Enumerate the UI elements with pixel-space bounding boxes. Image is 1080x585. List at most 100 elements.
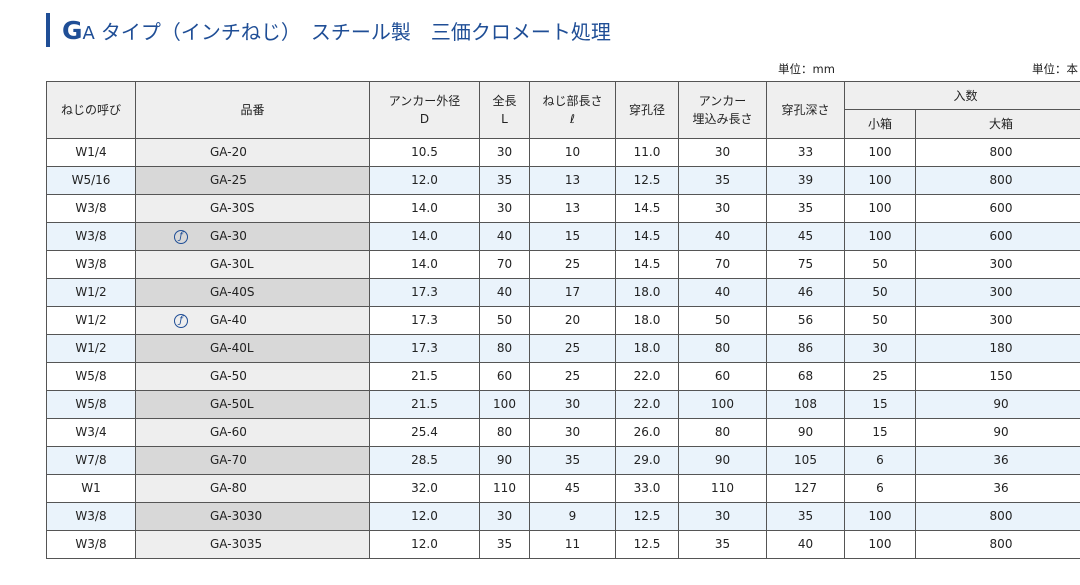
cell-drill-diameter: 22.0 — [615, 362, 679, 391]
cell-thread-length: 25 — [529, 250, 616, 279]
table-row: W5/8 GA-50 21.5 60 25 22.0 60 68 25 150 — [46, 362, 1080, 391]
cell-large-box: 800 — [914, 166, 1080, 195]
cell-embed-length: 100 — [678, 390, 767, 419]
header-quantity: 入数 — [843, 81, 1080, 110]
cell-thread: W3/4 — [46, 418, 136, 447]
cell-drill-depth: 35 — [766, 194, 845, 223]
cell-length: 35 — [479, 530, 530, 559]
table-row: W1/2 ƒ GA-40 17.3 50 20 18.0 50 56 50 300 — [46, 306, 1080, 335]
header-anchor-od: アンカー外径 D — [369, 81, 480, 139]
table-row: W1/2 GA-40S 17.3 40 17 18.0 40 46 50 300 — [46, 278, 1080, 307]
unit-mm-label: 単位：mm — [778, 62, 835, 76]
cell-drill-diameter: 26.0 — [615, 418, 679, 447]
part-number: GA-30S — [210, 201, 255, 215]
table-row: W3/8 GA-3030 12.0 30 9 12.5 30 35 100 800 — [46, 502, 1080, 531]
cell-embed-length: 80 — [678, 334, 767, 363]
cell-embed-length: 70 — [678, 250, 767, 279]
cell-embed-length: 50 — [678, 306, 767, 335]
cell-thread: W5/8 — [46, 390, 136, 419]
cell-length: 50 — [479, 306, 530, 335]
part-number: GA-60 — [210, 425, 247, 439]
cell-small-box: 15 — [844, 390, 916, 419]
spec-table: ねじの呼び 品番 アンカー外径 D 全長 L ねじ部長さ ℓ 穿孔径 アンカー 埋込み長… — [46, 81, 1080, 559]
cell-length: 35 — [479, 166, 530, 195]
cell-large-box: 36 — [914, 474, 1080, 503]
cell-drill-diameter: 29.0 — [615, 446, 679, 475]
cell-embed-length: 40 — [678, 222, 767, 251]
part-number: GA-20 — [210, 145, 247, 159]
cell-thread-length: 25 — [529, 334, 616, 363]
cell-thread: W3/8 — [46, 502, 136, 531]
cell-small-box: 100 — [844, 222, 916, 251]
cell-small-box: 15 — [844, 418, 916, 447]
cell-part: GA-20 — [135, 138, 370, 167]
cell-thread-length: 45 — [529, 474, 616, 503]
cell-thread-length: 17 — [529, 278, 616, 307]
cell-large-box: 600 — [914, 194, 1080, 223]
cell-drill-diameter: 14.5 — [615, 194, 679, 223]
cell-part: GA-30L — [135, 250, 370, 279]
table-row: W1 GA-80 32.0 110 45 33.0 110 127 6 36 — [46, 474, 1080, 503]
part-number: GA-40L — [210, 341, 254, 355]
table-row: W3/8 GA-30L 14.0 70 25 14.5 70 75 50 300 — [46, 250, 1080, 279]
cell-length: 60 — [479, 362, 530, 391]
cell-anchor-od: 14.0 — [369, 250, 480, 279]
table-row: W1/2 GA-40L 17.3 80 25 18.0 80 86 30 180 — [46, 334, 1080, 363]
cell-length: 90 — [479, 446, 530, 475]
cell-small-box: 30 — [844, 334, 916, 363]
cell-thread-length: 10 — [529, 138, 616, 167]
page-title: GA タイプ（インチねじ） スチール製 三価クロメート処理 — [62, 14, 611, 48]
cell-drill-depth: 35 — [766, 502, 845, 531]
part-number: GA-70 — [210, 453, 247, 467]
header-embed-length: アンカー 埋込み長さ — [678, 81, 767, 139]
cell-thread-length: 20 — [529, 306, 616, 335]
cell-drill-depth: 46 — [766, 278, 845, 307]
cell-embed-length: 30 — [678, 502, 767, 531]
cell-length: 70 — [479, 250, 530, 279]
table-row: W7/8 GA-70 28.5 90 35 29.0 90 105 6 36 — [46, 446, 1080, 475]
cell-embed-length: 30 — [678, 138, 767, 167]
cell-part: GA-30S — [135, 194, 370, 223]
cell-drill-depth: 108 — [766, 390, 845, 419]
cell-large-box: 150 — [914, 362, 1080, 391]
cell-anchor-od: 14.0 — [369, 194, 480, 223]
cell-small-box: 50 — [844, 250, 916, 279]
cell-large-box: 300 — [914, 306, 1080, 335]
cell-large-box: 800 — [914, 502, 1080, 531]
cell-thread: W1/4 — [46, 138, 136, 167]
cell-small-box: 100 — [844, 166, 916, 195]
table-row: W3/8 ƒ GA-30 14.0 40 15 14.5 40 45 100 600 — [46, 222, 1080, 251]
cell-drill-depth: 75 — [766, 250, 845, 279]
part-number: GA-50L — [210, 397, 254, 411]
cell-small-box: 6 — [844, 446, 916, 475]
cell-length: 40 — [479, 278, 530, 307]
cell-thread: W1/2 — [46, 278, 136, 307]
header-part: 品番 — [135, 81, 370, 139]
cell-part: GA-40S — [135, 278, 370, 307]
cell-large-box: 600 — [914, 222, 1080, 251]
cell-part: GA-40L — [135, 334, 370, 363]
cell-drill-diameter: 11.0 — [615, 138, 679, 167]
cell-thread: W7/8 — [46, 446, 136, 475]
cell-embed-length: 80 — [678, 418, 767, 447]
cell-thread: W3/8 — [46, 194, 136, 223]
part-number: GA-3035 — [210, 537, 263, 551]
cell-small-box: 100 — [844, 530, 916, 559]
cell-anchor-od: 21.5 — [369, 362, 480, 391]
unit-pieces-label: 単位：本 — [1032, 62, 1078, 76]
table-row: W5/8 GA-50L 21.5 100 30 22.0 100 108 15 90 — [46, 390, 1080, 419]
cell-embed-length: 60 — [678, 362, 767, 391]
header-drill-depth: 穿孔深さ — [766, 81, 845, 139]
cell-anchor-od: 21.5 — [369, 390, 480, 419]
cell-embed-length: 90 — [678, 446, 767, 475]
cell-large-box: 180 — [914, 334, 1080, 363]
cell-small-box: 50 — [844, 278, 916, 307]
cell-anchor-od: 12.0 — [369, 502, 480, 531]
cell-large-box: 300 — [914, 278, 1080, 307]
cell-large-box: 36 — [914, 446, 1080, 475]
cell-drill-diameter: 33.0 — [615, 474, 679, 503]
cell-drill-depth: 127 — [766, 474, 845, 503]
cell-thread-length: 11 — [529, 530, 616, 559]
cell-drill-depth: 45 — [766, 222, 845, 251]
cell-large-box: 90 — [914, 418, 1080, 447]
